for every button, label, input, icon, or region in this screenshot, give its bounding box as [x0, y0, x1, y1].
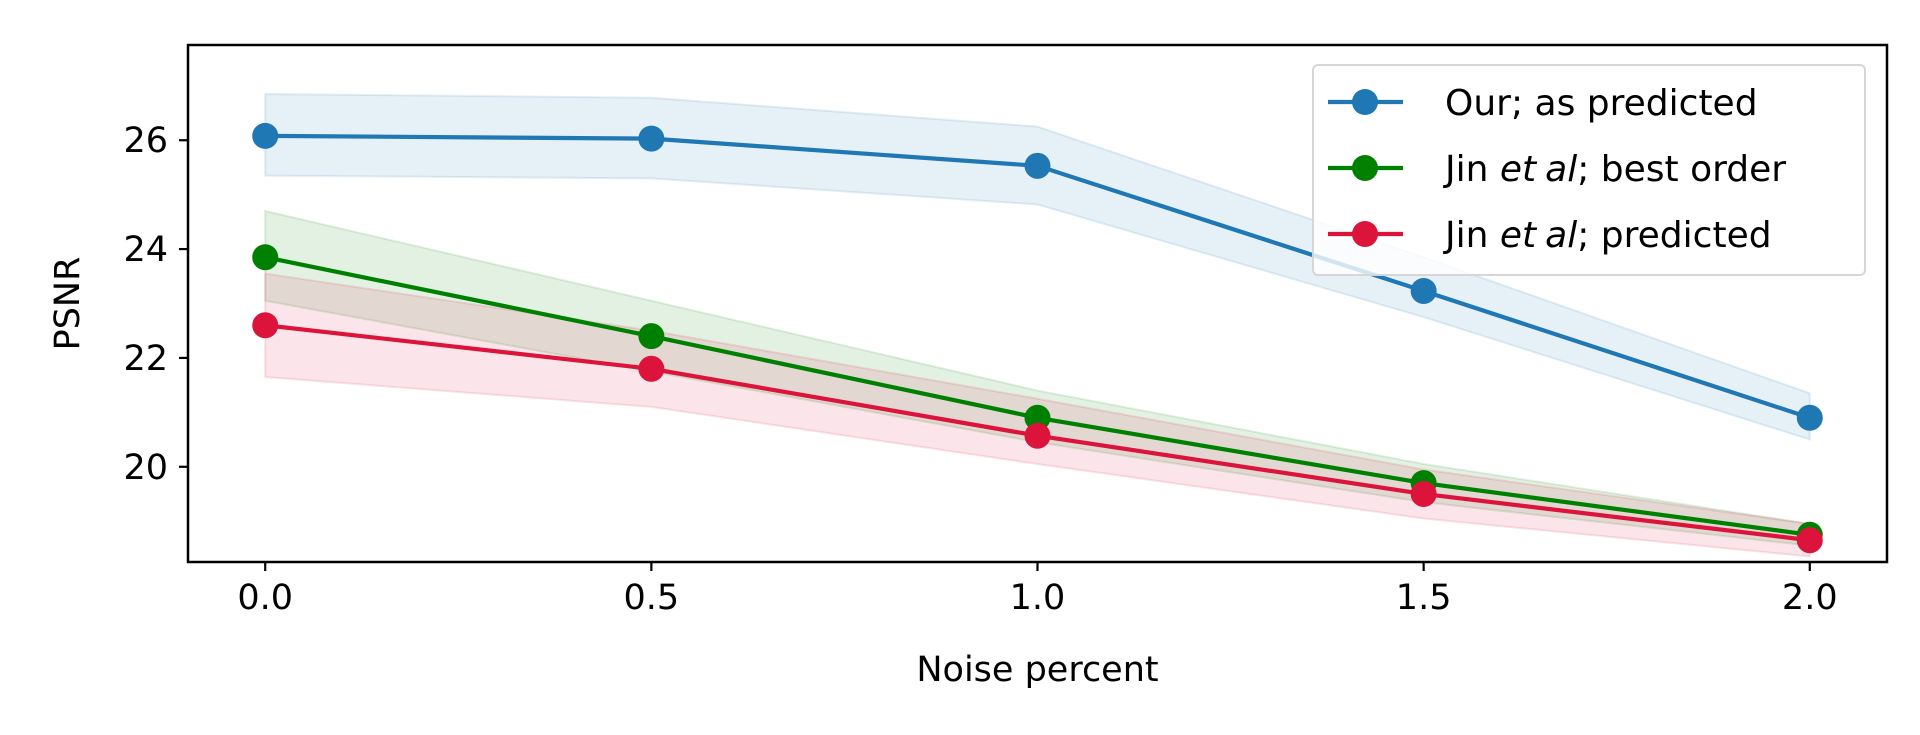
series-0-point — [252, 122, 279, 149]
series-0-point — [1796, 404, 1823, 431]
series-1-point — [252, 244, 279, 271]
series-2-point — [638, 355, 665, 382]
legend-label: Jin et al; best order — [1443, 149, 1786, 190]
series-2-point — [1410, 480, 1437, 507]
x-axis-label: Noise percent — [916, 650, 1158, 690]
y-tick-label: 22 — [123, 339, 168, 379]
legend-label: Jin et al; predicted — [1443, 215, 1772, 256]
legend-swatch-marker — [1352, 221, 1378, 247]
series-2-point — [1024, 422, 1051, 449]
y-tick-label: 20 — [123, 448, 168, 488]
series-1-point — [638, 323, 665, 350]
legend: Our; as predicted Jin et al; best order Jin… — [1312, 64, 1866, 276]
series-2-point — [1796, 527, 1823, 554]
series-0-point — [638, 125, 665, 152]
y-tick-label: 26 — [123, 121, 168, 161]
legend-swatch-marker — [1352, 155, 1378, 181]
legend-swatch-marker — [1352, 89, 1378, 115]
legend-box — [1312, 64, 1866, 276]
x-tick-label: 1.5 — [1396, 578, 1452, 618]
x-tick-label: 0.5 — [624, 578, 680, 618]
legend-label: Our; as predicted — [1445, 83, 1758, 124]
y-axis-ticks: 20 22 24 26 — [123, 121, 188, 488]
series-2-point — [252, 312, 279, 339]
x-axis-ticks: 0.0 0.5 1.0 1.5 2.0 — [237, 562, 1838, 618]
series-0-point — [1024, 152, 1051, 179]
x-tick-label: 1.0 — [1010, 578, 1066, 618]
series-markers — [252, 122, 1823, 554]
x-tick-label: 0.0 — [237, 578, 293, 618]
y-tick-label: 24 — [123, 230, 168, 270]
y-axis-label: PSNR — [48, 257, 88, 351]
x-tick-label: 2.0 — [1782, 578, 1838, 618]
series-1-point — [1024, 404, 1051, 431]
series-0-point — [1410, 277, 1437, 304]
